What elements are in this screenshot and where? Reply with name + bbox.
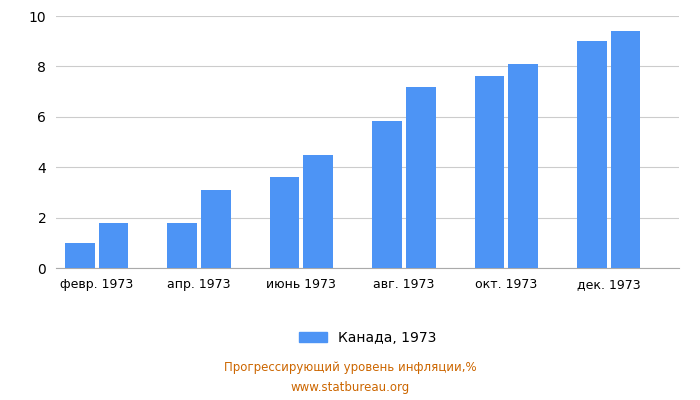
Bar bbox=[303, 154, 333, 268]
Bar bbox=[577, 41, 607, 268]
Bar bbox=[508, 64, 538, 268]
Bar bbox=[475, 76, 504, 268]
Text: www.statbureau.org: www.statbureau.org bbox=[290, 382, 410, 394]
Bar bbox=[270, 177, 300, 268]
Bar bbox=[65, 243, 94, 268]
Bar bbox=[201, 190, 231, 268]
Bar bbox=[372, 120, 402, 268]
Bar bbox=[167, 223, 197, 268]
Bar bbox=[99, 223, 128, 268]
Text: Прогрессирующий уровень инфляции,%: Прогрессирующий уровень инфляции,% bbox=[224, 362, 476, 374]
Bar bbox=[610, 31, 640, 268]
Bar bbox=[406, 86, 435, 268]
Legend: Канада, 1973: Канада, 1973 bbox=[293, 325, 442, 350]
